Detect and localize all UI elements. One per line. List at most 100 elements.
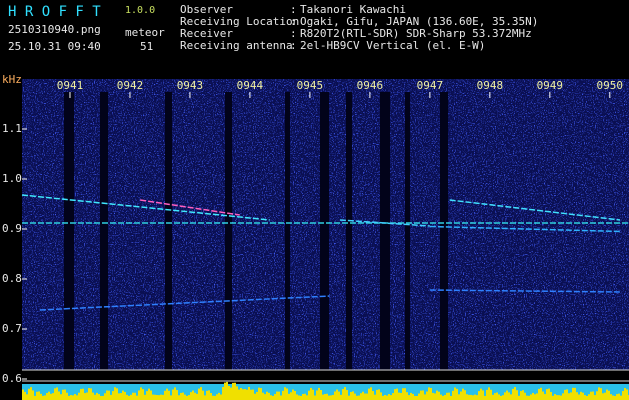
level-bar bbox=[588, 394, 590, 400]
y-tick-label: 0.7 bbox=[2, 322, 22, 335]
level-bar bbox=[126, 394, 128, 400]
level-bar bbox=[472, 395, 474, 400]
level-bar bbox=[334, 391, 336, 400]
level-bar bbox=[492, 394, 494, 400]
level-bar bbox=[82, 388, 84, 400]
y-tick-label: 1.0 bbox=[2, 172, 22, 185]
level-bar bbox=[584, 395, 586, 400]
level-bar bbox=[518, 395, 520, 400]
y-tick-label: 0.8 bbox=[2, 272, 22, 285]
y-tick-label: 0.6 bbox=[2, 372, 22, 385]
level-bar bbox=[456, 388, 458, 400]
level-bar bbox=[516, 390, 518, 400]
level-bar bbox=[84, 393, 86, 400]
level-bar bbox=[488, 387, 490, 400]
level-bar bbox=[192, 390, 194, 400]
level-bar bbox=[258, 387, 260, 400]
trace bbox=[140, 199, 240, 216]
level-bar bbox=[546, 389, 548, 400]
timestamp: 25.10.31 09:40 bbox=[8, 40, 101, 53]
level-bar bbox=[450, 395, 452, 400]
level-bar bbox=[132, 392, 134, 400]
level-bar bbox=[164, 390, 166, 400]
level-bar bbox=[100, 395, 102, 400]
level-bar bbox=[614, 395, 616, 400]
level-bar bbox=[538, 388, 540, 400]
level-bar bbox=[122, 390, 124, 400]
level-bar bbox=[180, 392, 182, 400]
x-tick-label: 0942 bbox=[117, 79, 144, 92]
level-bar bbox=[68, 395, 70, 400]
level-bar bbox=[602, 393, 604, 400]
x-tick-label: 0946 bbox=[357, 79, 384, 92]
level-bar bbox=[246, 389, 248, 400]
level-bar bbox=[300, 395, 302, 400]
level-bar bbox=[368, 388, 370, 400]
level-bar bbox=[598, 387, 600, 400]
level-bar bbox=[452, 390, 454, 400]
level-bar bbox=[322, 394, 324, 400]
level-bar bbox=[66, 392, 68, 400]
level-bar bbox=[512, 388, 514, 400]
y-tick-label: 0.9 bbox=[2, 222, 22, 235]
level-bar bbox=[202, 390, 204, 400]
level-bar bbox=[212, 395, 214, 400]
level-bar bbox=[42, 395, 44, 400]
level-bar bbox=[356, 395, 358, 400]
level-bar bbox=[140, 387, 142, 400]
level-bar bbox=[150, 390, 152, 400]
level-bar bbox=[152, 394, 154, 400]
level-bar bbox=[294, 390, 296, 400]
level-bar bbox=[278, 391, 280, 400]
level-bar bbox=[622, 391, 624, 400]
level-bar bbox=[604, 392, 606, 400]
level-bar bbox=[342, 389, 344, 400]
level-bar bbox=[364, 393, 366, 400]
level-bar bbox=[114, 387, 116, 400]
level-bar bbox=[134, 392, 136, 400]
trace bbox=[449, 199, 621, 221]
level-bar bbox=[282, 390, 284, 400]
level-bar bbox=[220, 394, 222, 400]
level-bar bbox=[92, 392, 94, 400]
level-bar bbox=[530, 394, 532, 400]
level-bar bbox=[96, 392, 98, 400]
level-bar bbox=[32, 390, 34, 400]
file-name: 2510310940.png bbox=[8, 23, 101, 36]
level-bar bbox=[60, 394, 62, 400]
level-bar bbox=[586, 395, 588, 400]
level-bar bbox=[390, 395, 392, 400]
level-bar bbox=[326, 393, 328, 400]
level-bar bbox=[592, 391, 594, 400]
level-bar bbox=[446, 392, 448, 400]
level-bar bbox=[532, 392, 534, 400]
level-bar bbox=[558, 395, 560, 400]
level-bar bbox=[460, 391, 462, 400]
level-bar bbox=[568, 393, 570, 400]
level-bar bbox=[318, 387, 320, 400]
y-label: kHz bbox=[2, 73, 22, 86]
level-bar bbox=[346, 390, 348, 400]
level-bar bbox=[410, 392, 412, 400]
level-bar bbox=[626, 389, 628, 400]
level-bar bbox=[144, 394, 146, 400]
level-bar bbox=[78, 392, 80, 400]
level-bar bbox=[340, 394, 342, 400]
level-bar bbox=[462, 388, 464, 400]
level-bar bbox=[510, 394, 512, 400]
level-bar bbox=[24, 391, 26, 400]
level-bar bbox=[396, 388, 398, 400]
level-bar bbox=[338, 391, 340, 400]
x-tick-label: 0948 bbox=[477, 79, 504, 92]
level-bar bbox=[424, 394, 426, 400]
level-bar bbox=[596, 391, 598, 400]
level-bar bbox=[106, 390, 108, 400]
level-bar bbox=[420, 390, 422, 400]
level-bar bbox=[136, 395, 138, 400]
info-label: Receiving Location bbox=[180, 15, 299, 28]
level-bar bbox=[304, 393, 306, 400]
level-bar bbox=[196, 393, 198, 400]
level-bar bbox=[466, 394, 468, 400]
level-bar bbox=[226, 381, 228, 400]
level-bar bbox=[476, 395, 478, 400]
